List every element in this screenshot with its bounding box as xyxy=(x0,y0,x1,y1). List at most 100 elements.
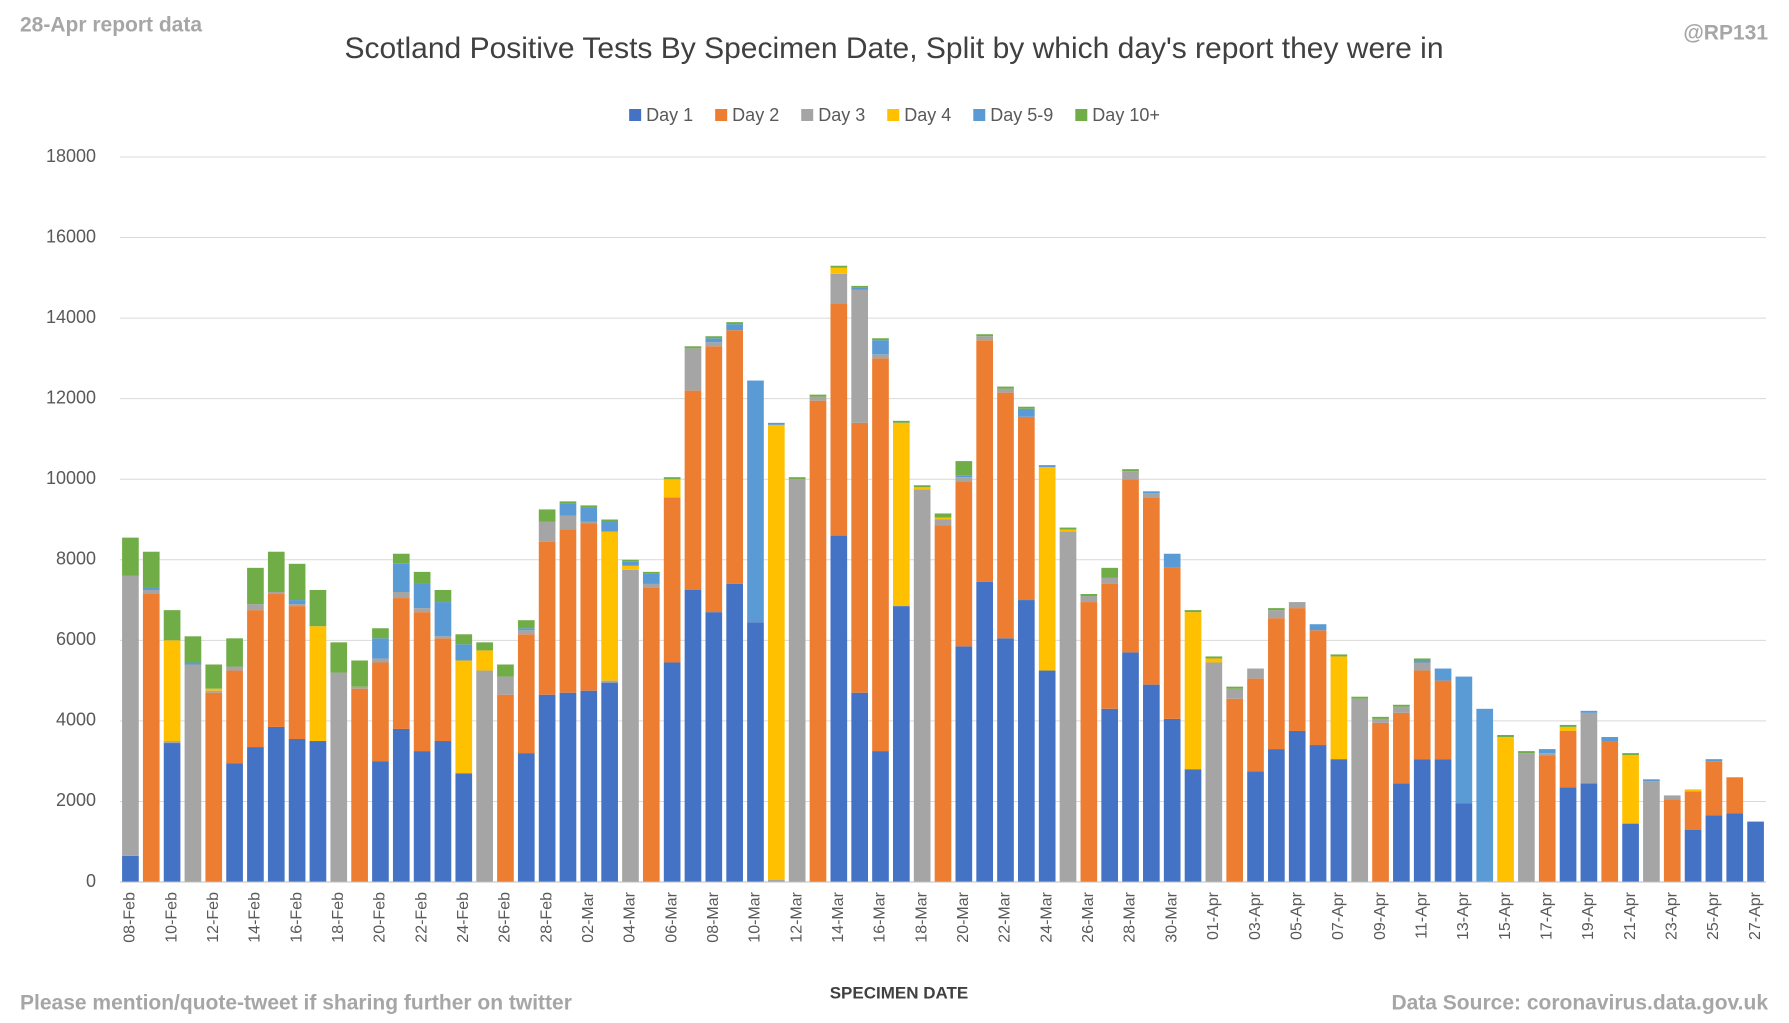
x-tick-label: 30-Mar xyxy=(1163,891,1180,942)
bar-segment xyxy=(663,479,681,498)
bar-segment xyxy=(726,322,743,325)
bar-segment xyxy=(476,650,493,671)
bar-segment xyxy=(1684,791,1702,830)
bar-segment xyxy=(684,348,702,391)
bar-segment xyxy=(726,583,743,882)
bar-segment xyxy=(434,602,452,637)
bar-segment xyxy=(1580,710,1598,713)
bar-segment xyxy=(830,267,848,274)
bar-segment xyxy=(601,680,618,683)
bar-segment xyxy=(1538,753,1556,756)
bar-segment xyxy=(1705,815,1723,882)
bar-segment xyxy=(1226,698,1244,882)
bar-segment xyxy=(122,575,139,856)
bar-segment xyxy=(1288,608,1306,731)
x-tick-label: 28-Mar xyxy=(1122,891,1139,942)
bar-segment xyxy=(455,634,473,645)
bar-segment xyxy=(976,336,994,341)
x-tick-label: 04-Mar xyxy=(622,891,639,942)
bar-segment xyxy=(1018,416,1035,601)
x-axis-title: SPECIMEN DATE xyxy=(830,983,969,1002)
bar-segment xyxy=(1684,829,1702,882)
bar-segment xyxy=(622,559,639,562)
bar-segment xyxy=(392,553,410,564)
bar-segment xyxy=(601,531,618,681)
bar-segment xyxy=(705,336,723,339)
x-tick-label: 18-Mar xyxy=(913,891,930,942)
bar-segment xyxy=(517,753,535,882)
bar-segment xyxy=(351,686,368,689)
bar-segment xyxy=(1663,795,1681,800)
bar-segment xyxy=(767,879,785,882)
x-tick-label: 08-Mar xyxy=(705,891,722,942)
x-tick-label: 15-Apr xyxy=(1497,891,1514,940)
bar-segment xyxy=(1413,660,1431,663)
x-tick-label: 24-Mar xyxy=(1038,891,1055,942)
bar-segment xyxy=(226,666,243,671)
bar-segment xyxy=(1143,497,1160,685)
bar-segment xyxy=(997,392,1014,639)
bar-segment xyxy=(413,751,431,882)
bar-segment xyxy=(955,646,973,882)
bar-segment xyxy=(205,690,223,693)
bar-segment xyxy=(809,400,827,882)
bar-segment xyxy=(1143,491,1160,494)
chart-title: Scotland Positive Tests By Specimen Date… xyxy=(344,32,1443,65)
bar-segment xyxy=(1101,583,1119,709)
x-tick-label: 27-Apr xyxy=(1747,891,1764,940)
bar-segment xyxy=(247,747,264,882)
bar-segment xyxy=(1601,741,1619,882)
bar-segment xyxy=(1268,610,1285,619)
bar-segment xyxy=(1413,658,1431,661)
x-tick-label: 08-Feb xyxy=(122,892,139,943)
bar-segment xyxy=(1413,662,1431,671)
bar-segment xyxy=(601,519,618,522)
bar-segment xyxy=(142,589,160,595)
x-tick-label: 18-Feb xyxy=(330,892,347,943)
y-tick-label: 10000 xyxy=(46,468,96,488)
bar-segment xyxy=(1038,465,1056,468)
bar-segment xyxy=(476,642,493,651)
bar-segment xyxy=(1226,686,1244,689)
bar-segment xyxy=(1622,755,1639,824)
bar-segment xyxy=(580,507,598,522)
y-tick-label: 0 xyxy=(86,871,96,891)
x-tick-label: 16-Mar xyxy=(872,891,889,942)
bar-segment xyxy=(288,739,306,882)
bar-segment xyxy=(372,761,389,882)
bar-segment xyxy=(1372,718,1389,723)
bar-segment xyxy=(1205,656,1223,659)
bar-segment xyxy=(1163,718,1181,882)
bar-segment xyxy=(1538,749,1556,754)
bar-segment xyxy=(559,515,577,530)
bar-segment xyxy=(392,592,410,599)
bar-segment xyxy=(226,670,243,764)
bar-segment xyxy=(413,608,431,613)
bar-segment xyxy=(1413,670,1431,760)
bar-segment xyxy=(684,589,702,882)
bar-segment xyxy=(1622,753,1639,756)
bar-segment xyxy=(1247,678,1264,772)
x-tick-label: 28-Feb xyxy=(538,892,555,943)
bar-segment xyxy=(1559,726,1577,731)
y-tick-label: 12000 xyxy=(46,387,96,407)
bar-segment xyxy=(163,610,181,641)
legend-swatch xyxy=(629,109,642,121)
bar-segment xyxy=(663,477,681,480)
bar-segment xyxy=(663,497,681,663)
x-tick-label: 20-Feb xyxy=(372,892,389,943)
bar-segment xyxy=(434,589,452,603)
bar-segment xyxy=(997,638,1014,882)
bar-segment xyxy=(1518,751,1535,754)
bar-segment xyxy=(622,569,639,882)
legend-label: Day 1 xyxy=(646,105,693,125)
bar-segment xyxy=(559,692,577,882)
bar-segment xyxy=(955,475,973,478)
bar-segment xyxy=(934,519,952,526)
bar-segment xyxy=(288,604,306,607)
bar-segment xyxy=(1330,759,1348,882)
x-tick-label: 22-Mar xyxy=(997,891,1014,942)
x-tick-label: 09-Apr xyxy=(1372,891,1389,940)
bar-segment xyxy=(1122,652,1139,882)
bar-segment xyxy=(851,422,868,693)
